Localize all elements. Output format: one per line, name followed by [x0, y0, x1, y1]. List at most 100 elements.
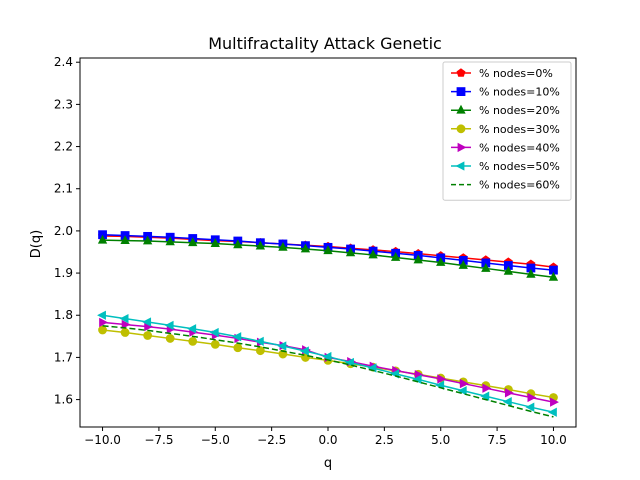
legend-marker [457, 142, 467, 153]
data-point [323, 245, 333, 255]
chart-title: Multifractality Attack Genetic [208, 34, 442, 53]
data-point [232, 332, 242, 342]
data-point [322, 351, 332, 362]
legend-marker [455, 161, 465, 171]
data-point [188, 237, 198, 247]
data-point [525, 402, 535, 412]
data-point [480, 391, 490, 401]
legend-entry: % nodes=20% [451, 104, 560, 117]
data-point [527, 392, 537, 403]
data-point [345, 247, 356, 257]
data-point [437, 374, 447, 384]
data-point [120, 235, 130, 245]
data-point [164, 320, 174, 331]
data-point [504, 388, 514, 398]
legend-entry: % nodes=40% [451, 141, 560, 154]
data-point [142, 317, 152, 327]
y-tick-label: 2.4 [54, 55, 73, 69]
x-tick-label: −10.0 [84, 433, 121, 447]
y-tick-label: 2.2 [54, 140, 73, 154]
data-point [254, 336, 264, 347]
x-tick-label: 10.0 [540, 433, 567, 447]
y-tick-label: 2.0 [54, 224, 73, 238]
legend-label: % nodes=0% [479, 67, 553, 80]
x-axis-label: q [324, 456, 332, 471]
data-point [210, 238, 220, 247]
legend-marker [456, 68, 466, 77]
data-point [548, 271, 559, 281]
plot-frame [79, 57, 577, 428]
legend-label: % nodes=20% [479, 104, 560, 117]
x-tick-label: −5.0 [201, 433, 230, 447]
data-point [345, 357, 354, 368]
legend-label: % nodes=50% [479, 160, 560, 173]
data-point [299, 346, 309, 356]
data-point [120, 328, 130, 337]
data-point [142, 235, 153, 245]
x-tick-label: −7.5 [144, 433, 173, 447]
data-point [436, 257, 446, 266]
data-point [119, 313, 129, 324]
data-point [526, 268, 536, 278]
y-tick-label: 2.1 [54, 182, 73, 196]
legend-marker [456, 104, 466, 114]
data-point [165, 236, 175, 246]
x-tick-label: 7.5 [488, 433, 507, 447]
x-tick-label: 2.5 [375, 433, 394, 447]
x-tick-label: 0.0 [318, 433, 337, 447]
legend-box [442, 61, 572, 201]
data-point [233, 239, 243, 249]
data-point [459, 378, 469, 389]
y-tick-label: 2.3 [54, 97, 73, 111]
data-point [413, 254, 423, 264]
data-point [277, 341, 287, 351]
data-point [300, 243, 311, 253]
data-point [550, 397, 559, 407]
legend-label: % nodes=40% [479, 141, 560, 154]
x-tick-label: −2.5 [257, 433, 286, 447]
series-layer [97, 230, 559, 418]
legend-label: % nodes=30% [479, 123, 560, 136]
series-6 [102, 325, 554, 418]
data-point [210, 339, 220, 349]
data-point [278, 241, 288, 251]
y-axis: 1.6 1.7 1.8 1.9 2.0 2.1 2.2 2.3 2.4 [54, 55, 80, 407]
data-point [121, 319, 131, 330]
data-point [97, 310, 106, 320]
data-point [547, 407, 557, 417]
legend-entry: % nodes=50% [451, 160, 560, 173]
data-point [233, 343, 243, 353]
data-point [503, 265, 514, 275]
data-point [390, 252, 401, 261]
y-tick-label: 1.6 [54, 393, 73, 407]
legend-entry: % nodes=0% [451, 67, 553, 80]
data-point [481, 262, 491, 272]
legend-label: % nodes=60% [479, 179, 560, 192]
y-tick-label: 1.9 [54, 266, 73, 280]
data-point [502, 397, 512, 407]
data-point [143, 331, 153, 340]
data-point [188, 336, 198, 346]
series-5 [97, 310, 557, 417]
x-tick-label: 5.0 [431, 433, 450, 447]
series-line [102, 325, 554, 418]
legend-marker [456, 124, 466, 134]
data-point [482, 383, 492, 393]
data-point [165, 334, 175, 343]
data-point [209, 327, 219, 338]
legend-entry: % nodes=30% [451, 123, 560, 136]
data-point [97, 234, 108, 244]
data-point [99, 317, 109, 328]
legend-label: % nodes=10% [479, 86, 560, 99]
data-point [457, 386, 467, 396]
y-tick-label: 1.7 [54, 350, 73, 364]
y-axis-label: D(q) [29, 230, 44, 258]
legend-entry: % nodes=10% [451, 86, 560, 99]
data-point [368, 249, 378, 259]
legend-entry: % nodes=60% [451, 179, 560, 192]
data-point [255, 240, 266, 250]
legend: % nodes=0% % nodes=10% % nodes=20% % nodes=… [442, 61, 572, 201]
legend-marker [456, 87, 466, 96]
x-axis: −10.0 −7.5 −5.0 −2.5 0.0 2.5 5.0 7.5 10.0 [84, 427, 567, 447]
